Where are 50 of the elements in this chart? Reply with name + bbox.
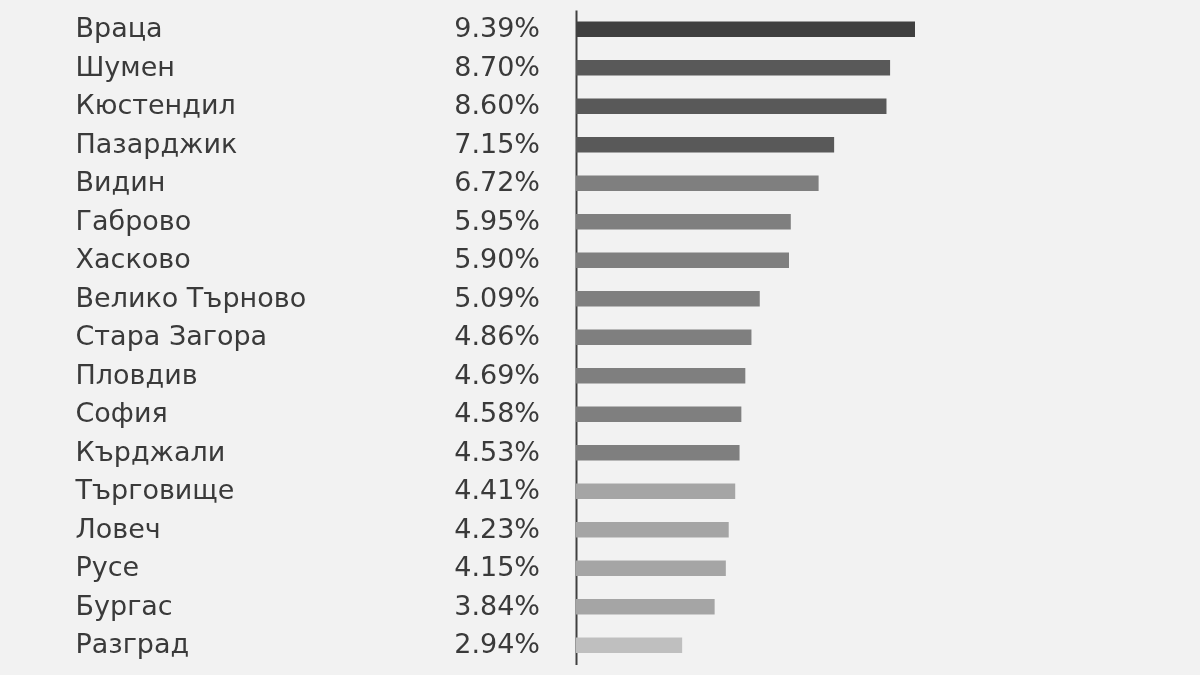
bar — [576, 560, 726, 576]
y-tick-label: Видин — [75, 166, 166, 198]
data-label: 4.23% — [454, 512, 540, 544]
y-tick-label: Шумен — [75, 50, 175, 82]
bar — [576, 637, 683, 653]
bar — [576, 137, 835, 153]
bar — [576, 599, 715, 615]
y-tick-label: Търговище — [74, 474, 235, 506]
bar — [576, 175, 819, 191]
data-label: 8.60% — [454, 89, 540, 121]
data-label: 9.39% — [454, 12, 540, 44]
bar — [576, 522, 729, 538]
bar — [576, 214, 791, 230]
y-tick-label: Пловдив — [75, 358, 198, 390]
y-tick-label: Велико Търново — [75, 281, 307, 313]
data-label: 5.95% — [454, 204, 540, 236]
y-tick-label: Русе — [75, 551, 140, 583]
bar — [576, 60, 891, 76]
bar — [576, 329, 752, 345]
data-label: 4.15% — [454, 551, 540, 583]
bar — [576, 368, 746, 384]
bar — [576, 445, 740, 461]
y-tick-label: Ловеч — [75, 512, 161, 544]
bar — [576, 291, 760, 307]
data-label: 4.41% — [454, 474, 540, 506]
data-label: 5.90% — [454, 243, 540, 275]
y-tick-label: Пазарджик — [75, 127, 238, 159]
bar — [576, 483, 736, 499]
bar — [576, 98, 887, 114]
bar — [576, 406, 742, 422]
data-label: 3.84% — [454, 589, 540, 621]
y-tick-label: Кюстендил — [75, 89, 236, 121]
y-tick-label: Хасково — [75, 243, 191, 275]
y-tick-label: Стара Загора — [75, 320, 268, 352]
y-tick-label: Враца — [75, 12, 163, 44]
data-label: 2.94% — [454, 628, 540, 660]
data-label: 6.72% — [454, 166, 540, 198]
data-label: 5.09% — [454, 281, 540, 313]
y-tick-label: Разград — [75, 628, 190, 660]
y-tick-label: София — [75, 397, 168, 429]
data-label: 4.86% — [454, 320, 540, 352]
y-tick-label: Бургас — [75, 589, 173, 621]
y-tick-label: Кърджали — [75, 435, 226, 467]
data-label: 7.15% — [454, 127, 540, 159]
bar — [576, 252, 789, 268]
data-label: 4.69% — [454, 358, 540, 390]
y-tick-label: Габрово — [75, 204, 192, 236]
data-label: 4.53% — [454, 435, 540, 467]
data-label: 8.70% — [454, 50, 540, 82]
data-label: 4.58% — [454, 397, 540, 429]
